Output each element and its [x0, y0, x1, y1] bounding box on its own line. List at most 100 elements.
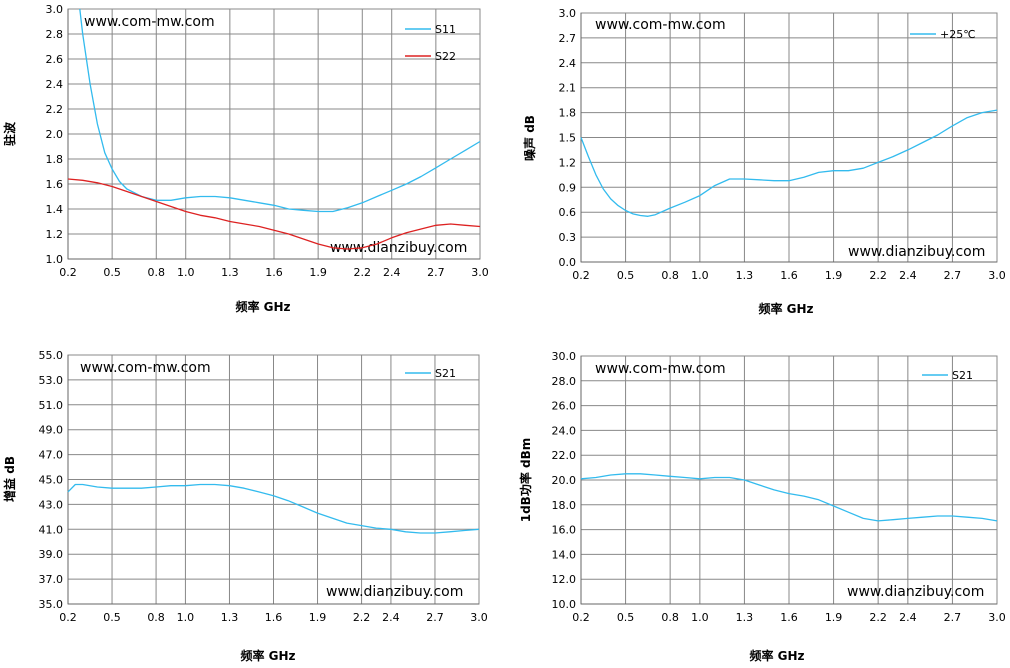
y-tick-label: 24.0 — [552, 424, 577, 437]
y-tick-label: 2.4 — [559, 57, 577, 70]
y-tick-label: 2.2 — [46, 103, 64, 116]
x-tick-label: 0.5 — [617, 269, 635, 282]
watermark-text: www.dianzibuy.com — [847, 584, 984, 600]
x-tick-label: 2.7 — [427, 266, 445, 279]
x-tick-label: 0.8 — [148, 266, 166, 279]
y-tick-label: 1.2 — [559, 156, 577, 169]
y-tick-label: 2.1 — [559, 82, 577, 95]
x-tick-label: 3.0 — [988, 611, 1006, 624]
y-tick-label: 2.0 — [46, 128, 64, 141]
y-tick-label: 26.0 — [552, 400, 577, 413]
watermark-text: www.com-mw.com — [595, 361, 726, 377]
y-tick-label: 41.0 — [39, 523, 64, 536]
x-tick-label: 2.4 — [899, 269, 917, 282]
x-tick-label: 1.0 — [691, 611, 709, 624]
y-tick-label: 1.2 — [46, 228, 64, 241]
chart-2: 0.2 0.5 0.8 1.0 1.3 1.6 1.9 2.2 2.4 2.7 3.0 0.0 0.3 0… — [522, 7, 1006, 316]
x-tick-label: 0.5 — [103, 266, 121, 279]
x-tick-label: 1.9 — [309, 266, 327, 279]
chart-4: 0.2 0.5 0.8 1.0 1.3 1.6 1.9 2.2 2.4 2.7 3.0 10.0 12.… — [518, 350, 1006, 663]
x-tick-label: 3.0 — [471, 266, 489, 279]
x-tick-label: 1.3 — [736, 269, 754, 282]
y-tick-label: 28.0 — [552, 375, 577, 388]
series-line-S21 — [67, 483, 480, 534]
x-axis-label: 频率 GHz — [749, 648, 804, 663]
y-tick-label: 1.4 — [46, 203, 64, 216]
y-tick-label: 55.0 — [39, 349, 64, 362]
y-tick-label: 43.0 — [39, 498, 64, 511]
y-tick-label: 1.8 — [46, 153, 64, 166]
y-tick-label: 30.0 — [552, 350, 577, 363]
x-tick-label: 1.6 — [780, 611, 798, 624]
x-tick-label: 2.7 — [426, 611, 444, 624]
x-tick-label: 0.5 — [617, 611, 635, 624]
series-line-+25℃ — [580, 109, 998, 217]
watermark-text: www.com-mw.com — [595, 17, 726, 33]
x-axis-label: 频率 GHz — [235, 299, 290, 314]
x-tick-label: 0.2 — [572, 269, 590, 282]
y-tick-label: 53.0 — [39, 374, 64, 387]
y-tick-label: 0.0 — [559, 256, 577, 269]
x-tick-label: 0.8 — [147, 611, 165, 624]
y-tick-label: 20.0 — [552, 474, 577, 487]
x-tick-label: 1.9 — [825, 611, 843, 624]
y-tick-label: 2.6 — [46, 53, 64, 66]
y-tick-label: 10.0 — [552, 598, 577, 611]
x-tick-label: 2.2 — [869, 611, 887, 624]
x-tick-label: 1.6 — [265, 266, 283, 279]
y-axis-label: 噪声 dB — [522, 115, 537, 161]
y-tick-label: 2.4 — [46, 78, 64, 91]
x-tick-label: 2.2 — [869, 269, 887, 282]
x-tick-label: 1.6 — [265, 611, 283, 624]
legend-label: S21 — [952, 369, 973, 382]
x-tick-label: 1.3 — [221, 611, 239, 624]
x-tick-label: 0.5 — [103, 611, 121, 624]
x-tick-label: 2.2 — [354, 266, 372, 279]
y-tick-label: 39.0 — [39, 548, 64, 561]
legend-label: S21 — [435, 367, 456, 380]
x-tick-label: 1.3 — [736, 611, 754, 624]
x-axis-label: 频率 GHz — [758, 301, 813, 316]
series-line-S21 — [580, 473, 998, 522]
y-tick-label: 47.0 — [39, 449, 64, 462]
x-tick-label: 3.0 — [988, 269, 1006, 282]
y-tick-label: 1.5 — [559, 132, 577, 145]
y-tick-label: 16.0 — [552, 524, 577, 537]
watermark-text: www.com-mw.com — [84, 14, 215, 30]
legend-label: S11 — [435, 23, 456, 36]
y-tick-label: 1.8 — [559, 107, 577, 120]
y-tick-label: 35.0 — [39, 598, 64, 611]
x-tick-label: 1.6 — [780, 269, 798, 282]
y-tick-label: 2.8 — [46, 28, 64, 41]
x-tick-label: 2.4 — [383, 266, 401, 279]
x-tick-label: 0.8 — [661, 611, 679, 624]
y-tick-label: 3.0 — [559, 7, 577, 20]
x-tick-label: 2.2 — [353, 611, 371, 624]
x-tick-label: 1.0 — [177, 611, 195, 624]
y-tick-label: 2.7 — [559, 32, 577, 45]
x-tick-label: 2.4 — [382, 611, 400, 624]
x-tick-label: 2.4 — [899, 611, 917, 624]
series-line-S11 — [79, 8, 481, 213]
y-tick-label: 1.0 — [46, 253, 64, 266]
y-tick-label: 3.0 — [46, 3, 64, 16]
legend-label: +25℃ — [940, 28, 976, 41]
series-line-S22 — [67, 178, 481, 250]
y-tick-label: 49.0 — [39, 424, 64, 437]
x-tick-label: 1.0 — [177, 266, 195, 279]
y-axis-label: 1dB功率 dBm — [518, 438, 533, 523]
watermark-text: www.com-mw.com — [80, 360, 211, 376]
x-tick-label: 0.2 — [59, 266, 77, 279]
y-tick-label: 0.3 — [559, 231, 577, 244]
y-tick-label: 0.9 — [559, 181, 577, 194]
x-tick-label: 0.8 — [661, 269, 679, 282]
y-tick-label: 45.0 — [39, 474, 64, 487]
y-axis-label: 驻波 — [2, 121, 17, 146]
x-axis-label: 频率 GHz — [240, 648, 295, 663]
x-tick-label: 0.2 — [572, 611, 590, 624]
y-tick-label: 12.0 — [552, 573, 577, 586]
x-tick-label: 1.3 — [221, 266, 239, 279]
y-tick-label: 14.0 — [552, 548, 577, 561]
y-tick-label: 51.0 — [39, 399, 64, 412]
x-tick-label: 2.7 — [944, 611, 962, 624]
